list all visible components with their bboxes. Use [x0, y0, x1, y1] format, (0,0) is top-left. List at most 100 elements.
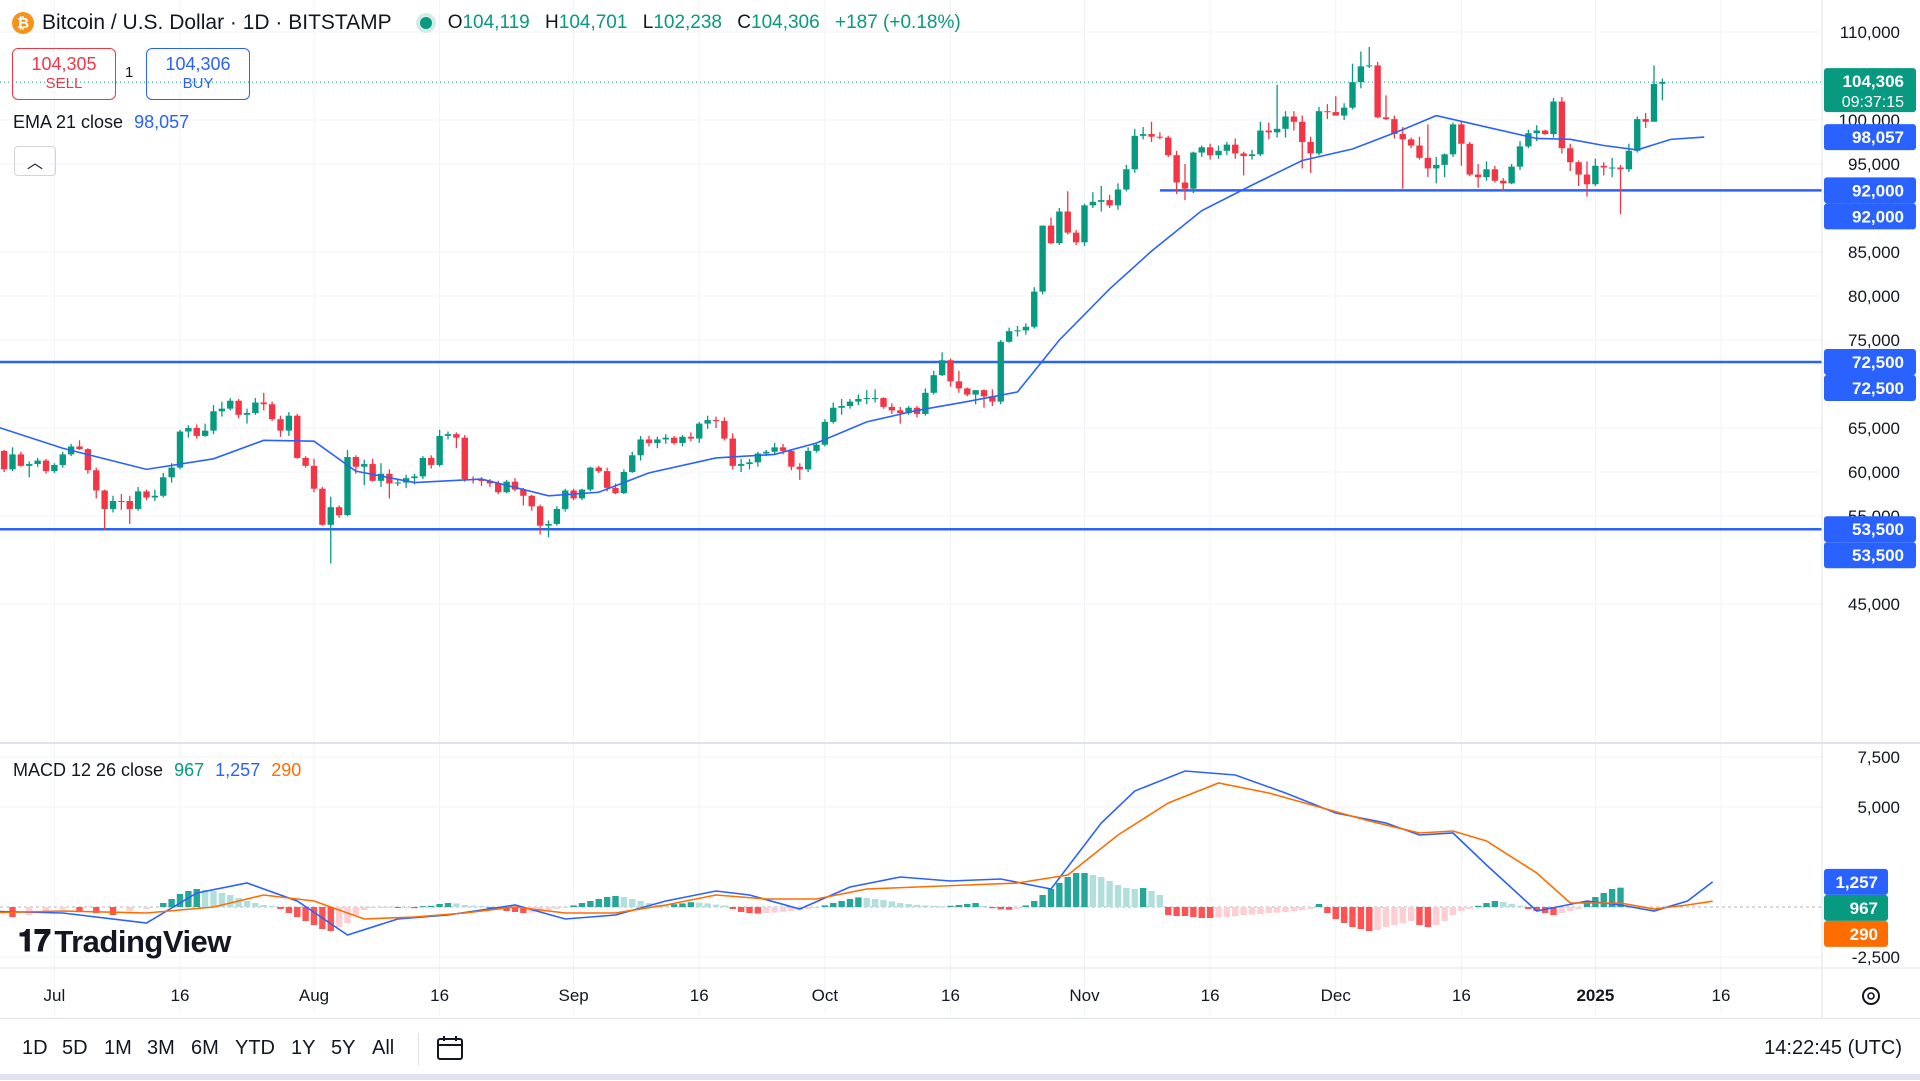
calendar-icon[interactable]: [436, 1035, 464, 1061]
time-tick-label: 16: [941, 986, 960, 1005]
candle-body: [1114, 189, 1122, 206]
candle-body: [1650, 83, 1658, 122]
candle-body: [1391, 119, 1398, 135]
timeframe-1d[interactable]: 1D: [22, 1037, 48, 1059]
candle-body: [453, 434, 460, 438]
candle-body: [1625, 150, 1633, 170]
candle: [394, 479, 401, 487]
histogram-bar: [503, 907, 510, 911]
candle: [76, 440, 83, 450]
histogram-bar: [42, 907, 50, 911]
ema-legend[interactable]: EMA 21 close 98,057: [13, 112, 189, 133]
histogram-bar: [511, 907, 519, 912]
candle-body: [587, 467, 594, 490]
candle: [1416, 136, 1423, 160]
collapse-legend-button[interactable]: ︿: [14, 146, 56, 176]
candle: [888, 403, 896, 414]
histogram-bar: [285, 907, 293, 913]
candle-body: [176, 431, 184, 468]
candle-body: [938, 360, 946, 376]
candle-body: [243, 413, 251, 415]
candle-body: [1474, 174, 1482, 178]
histogram-bar: [620, 897, 628, 907]
price-chart[interactable]: 115,000110,000100,00095,00085,00080,0007…: [0, 0, 1920, 1018]
bitcoin-icon: ₿: [12, 12, 34, 34]
macd-legend[interactable]: MACD 12 26 close 967 1,257 290: [13, 760, 301, 781]
histogram-bar: [1106, 881, 1113, 907]
histogram-bar: [1483, 903, 1490, 907]
candle-body: [1056, 211, 1063, 244]
histogram-bar: [905, 904, 912, 907]
timeframe-ytd[interactable]: YTD: [235, 1037, 275, 1059]
candle: [804, 447, 812, 472]
candle: [109, 495, 117, 513]
candle-body: [59, 454, 66, 465]
histogram-bar: [1600, 893, 1607, 907]
symbol-title[interactable]: Bitcoin / U.S. Dollar · 1D · BITSTAMP: [42, 11, 392, 34]
candle: [1156, 132, 1164, 140]
candle: [1131, 128, 1138, 173]
candle: [871, 389, 879, 403]
histogram-bar: [402, 907, 410, 908]
histogram-bar: [603, 897, 611, 907]
histogram-bar: [1324, 907, 1331, 913]
candle: [696, 421, 703, 443]
candle: [369, 458, 376, 482]
histogram-bar: [1005, 907, 1013, 910]
utc-clock[interactable]: 14:22:45 (UTC): [1764, 1037, 1902, 1059]
timeframe-3m[interactable]: 3M: [147, 1037, 175, 1059]
candle-body: [1064, 211, 1071, 233]
price-tick-label: 75,000: [1848, 331, 1900, 350]
price-tick-label: 45,000: [1848, 595, 1900, 614]
histogram-bar: [1416, 907, 1423, 925]
macd-histogram: [9, 873, 1624, 931]
timeframe-all[interactable]: All: [372, 1037, 395, 1059]
candle: [1148, 121, 1155, 142]
candle-body: [1634, 119, 1641, 151]
macd-badge-bg: [1824, 920, 1888, 947]
candle: [101, 489, 108, 530]
candle: [503, 479, 510, 494]
timeframe-5d[interactable]: 5D: [62, 1037, 88, 1059]
histogram-bar: [59, 907, 66, 909]
buy-button[interactable]: 104,306 BUY: [146, 48, 250, 100]
candle-body: [1550, 101, 1557, 135]
open-value: 104,119: [462, 12, 530, 33]
market-status-icon[interactable]: [419, 17, 432, 29]
histogram-bar: [218, 893, 226, 907]
timeframe-6m[interactable]: 6M: [191, 1037, 219, 1059]
histogram-bar: [1424, 907, 1432, 927]
settings-icon[interactable]: [1862, 987, 1880, 1005]
histogram-bar: [1190, 907, 1197, 917]
candle: [1332, 96, 1339, 116]
histogram-bar: [947, 905, 954, 907]
histogram-bar: [1533, 907, 1540, 911]
histogram-bar: [76, 907, 83, 911]
order-quantity[interactable]: 1: [125, 64, 134, 81]
candle: [1257, 121, 1264, 157]
histogram-bar: [1441, 907, 1448, 921]
histogram-bar: [302, 907, 309, 921]
candle-body: [0, 450, 8, 470]
candle-body: [1583, 174, 1591, 185]
candle: [520, 487, 527, 506]
timeframe-1y[interactable]: 1Y: [291, 1037, 316, 1059]
candle-body: [302, 457, 309, 466]
histogram-bar: [1248, 907, 1256, 915]
time-tick-label: 16: [430, 986, 449, 1005]
tradingview-logo[interactable]: 𝟏𝟕 TradingView: [18, 924, 231, 960]
timeframe-1m[interactable]: 1M: [104, 1037, 132, 1059]
price-tick-label: 95,000: [1848, 155, 1900, 174]
candle: [637, 435, 644, 461]
candle: [0, 450, 8, 472]
timeframe-5y[interactable]: 5Y: [331, 1037, 356, 1059]
candle: [118, 494, 125, 510]
candle: [838, 398, 845, 415]
candle-body: [1458, 124, 1465, 144]
sell-button[interactable]: 104,305 SELL: [12, 48, 116, 100]
candle: [134, 486, 142, 511]
histogram-bar: [1290, 907, 1298, 911]
candle: [1458, 120, 1465, 166]
histogram-bar: [595, 899, 602, 907]
candle-body: [1240, 153, 1247, 157]
